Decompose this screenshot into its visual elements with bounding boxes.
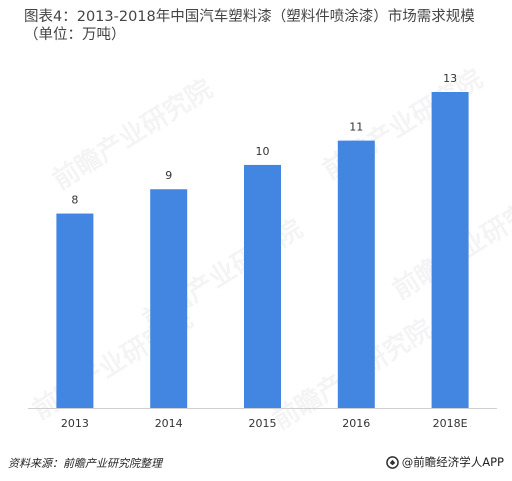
brand-credit-text: @前瞻经济学人APP bbox=[401, 455, 504, 469]
value-label-2016: 11 bbox=[349, 121, 363, 134]
chart-title: 图表4：2013-2018年中国汽车塑料漆（塑料件喷涂漆）市场需求规模（单位：万… bbox=[24, 9, 475, 43]
bar-2018E bbox=[431, 92, 469, 408]
brand-credit: @前瞻经济学人APP bbox=[385, 454, 504, 470]
bar-2014 bbox=[150, 189, 188, 408]
qianzhan-logo-icon bbox=[385, 455, 399, 469]
value-label-2018E: 13 bbox=[443, 72, 457, 85]
watermark-text: 前瞻产业研究院 bbox=[47, 73, 218, 196]
value-label-2014: 9 bbox=[165, 169, 172, 182]
x-tick-label-2015: 2015 bbox=[249, 417, 277, 430]
bars-group bbox=[56, 92, 469, 408]
source-note: 资料来源：前瞻产业研究院整理 bbox=[8, 457, 162, 470]
x-tick-label-2013: 2013 bbox=[61, 417, 89, 430]
x-tick-label-2016: 2016 bbox=[342, 417, 370, 430]
bar-2016 bbox=[337, 140, 375, 408]
x-tick-label-2018E: 2018E bbox=[433, 417, 468, 430]
value-label-2013: 8 bbox=[71, 194, 78, 207]
x-tick-labels-group: 2013 2014 2015 2016 2018E bbox=[61, 417, 468, 430]
value-label-2015: 10 bbox=[256, 145, 270, 158]
x-tick-label-2014: 2014 bbox=[155, 417, 183, 430]
bar-2013 bbox=[56, 213, 94, 408]
bar-2015 bbox=[244, 164, 281, 408]
value-labels-group: 8 9 10 11 13 bbox=[71, 72, 457, 207]
